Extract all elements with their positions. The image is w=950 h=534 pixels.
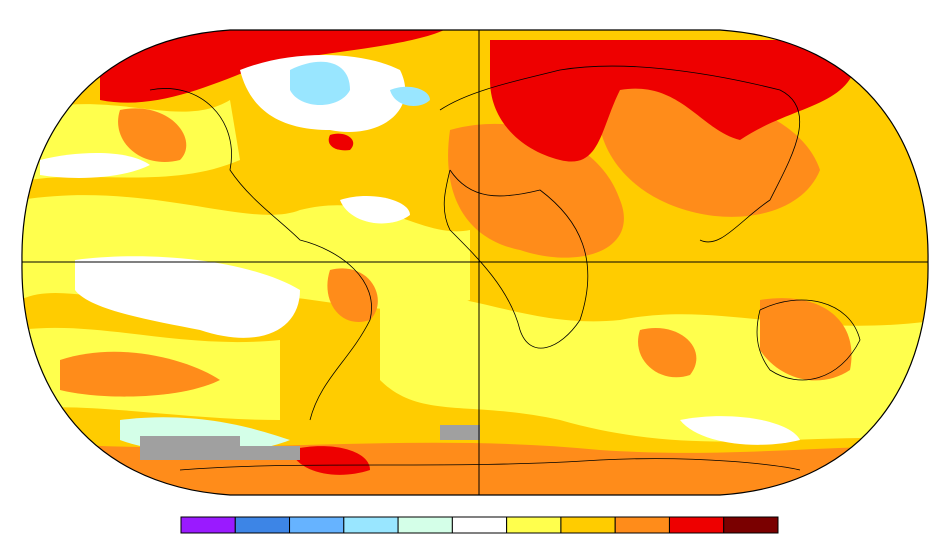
- map-outline: [21, 29, 929, 496]
- color-swatch: [180, 516, 236, 534]
- color-swatch: [614, 516, 670, 534]
- color-swatch: [506, 516, 562, 534]
- color-bar: [180, 516, 779, 534]
- color-swatch: [397, 516, 453, 534]
- color-swatch: [234, 516, 291, 534]
- color-swatch: [289, 516, 345, 534]
- color-swatch: [668, 516, 725, 534]
- color-swatch: [723, 516, 779, 534]
- color-swatch: [560, 516, 616, 534]
- color-swatch: [451, 516, 508, 534]
- color-swatch: [343, 516, 399, 534]
